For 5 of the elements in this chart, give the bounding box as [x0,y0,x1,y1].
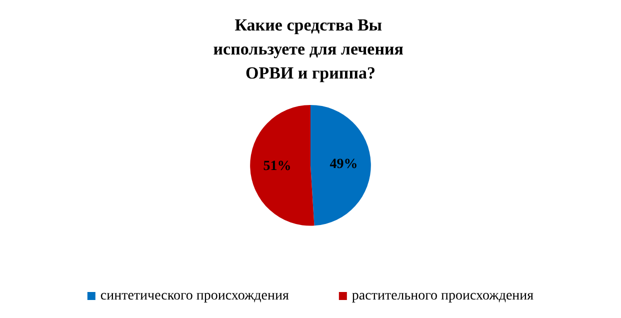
legend-label: синтетического происхождения [100,288,290,304]
legend-label: растительного происхождения [352,288,534,304]
data-label: 51% [263,158,292,174]
data-label: 49% [330,156,358,172]
chart-title: Какие средства Вы используете для лечения ОРВИ и гриппа? [213,16,408,82]
